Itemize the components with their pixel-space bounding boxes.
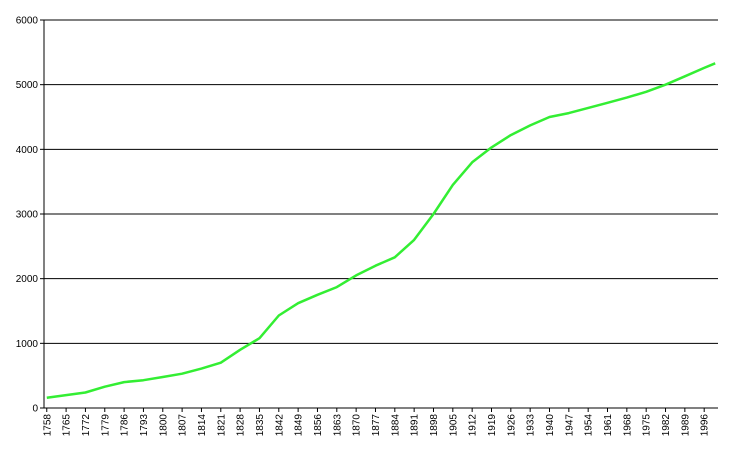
x-tick-label: 1821: [216, 414, 227, 437]
x-tick-label: 1877: [371, 414, 382, 437]
y-tick-label: 6000: [16, 16, 39, 27]
x-tick-label: 1947: [564, 414, 575, 437]
x-tick-label: 1793: [139, 414, 150, 437]
x-tick-label: 1884: [390, 414, 401, 437]
x-tick-label: 1863: [332, 414, 343, 437]
y-tick-label: 3000: [16, 210, 39, 221]
x-tick-label: 1849: [294, 414, 305, 437]
x-tick-label: 1772: [81, 414, 92, 437]
x-tick-label: 1996: [700, 414, 711, 437]
y-tick-label: 4000: [16, 145, 39, 156]
x-tick-label: 1807: [178, 414, 189, 437]
x-tick-label: 1912: [468, 414, 479, 437]
y-tick-label: 0: [32, 404, 38, 415]
line: [46, 62, 716, 399]
x-tick-label: 1905: [448, 414, 459, 437]
x-tick-label: 1926: [506, 414, 517, 437]
x-tick-label: 1779: [100, 414, 111, 437]
x-tick-label: 1758: [42, 414, 53, 437]
x-tick-label: 1786: [120, 414, 131, 437]
y-tick-label: 5000: [16, 80, 39, 91]
x-tick-label: 1933: [526, 414, 537, 437]
x-tick-label: 1954: [584, 414, 595, 437]
x-tick-label: 1765: [62, 414, 73, 437]
y-tick-label: 1000: [16, 339, 39, 350]
x-tick-label: 1870: [352, 414, 363, 437]
x-tick-label: 1800: [158, 414, 169, 437]
x-tick-label: 1975: [642, 414, 653, 437]
x-tick-label: 1814: [197, 414, 208, 437]
x-tick-label: 1968: [622, 414, 633, 437]
x-tick-label: 1891: [410, 414, 421, 437]
y-tick-label: 2000: [16, 274, 39, 285]
x-tick-label: 1835: [255, 414, 266, 437]
x-tick-label: 1828: [236, 414, 247, 437]
x-tick-label: 1989: [680, 414, 691, 437]
x-tick-label: 1856: [313, 414, 324, 437]
x-tick-label: 1842: [274, 414, 285, 437]
x-tick-label: 1961: [603, 414, 614, 437]
x-tick-label: 1940: [545, 414, 556, 437]
x-tick-label: 1919: [487, 414, 498, 437]
x-tick-label: 1982: [661, 414, 672, 437]
x-tick-label: 1898: [429, 414, 440, 437]
